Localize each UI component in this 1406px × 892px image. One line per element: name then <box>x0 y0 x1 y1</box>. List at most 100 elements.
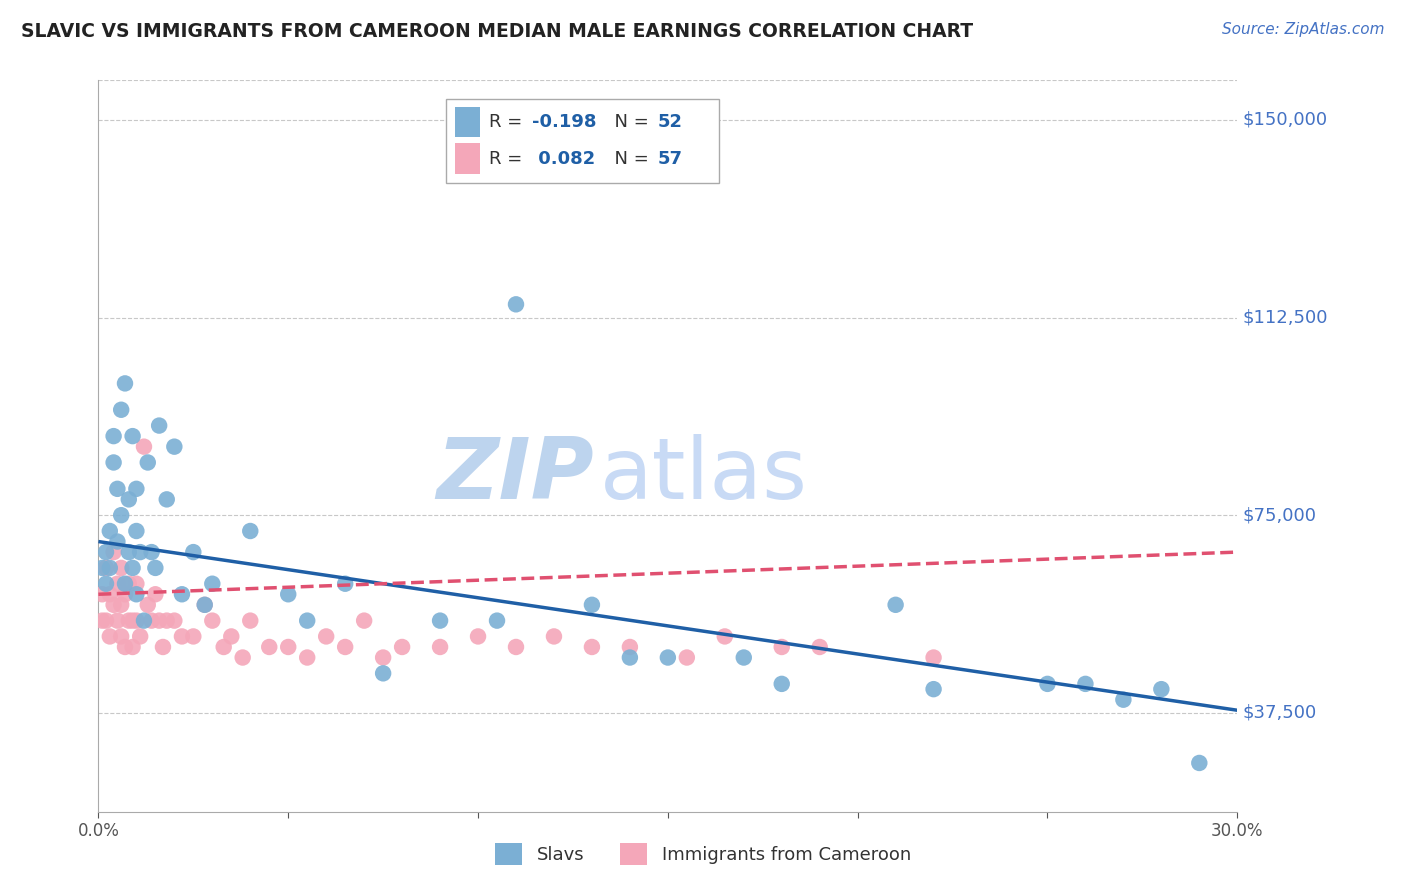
Point <box>129 545 152 559</box>
Point <box>922 650 945 665</box>
Point <box>201 576 224 591</box>
Point <box>353 614 375 628</box>
Point <box>156 614 179 628</box>
Text: Source: ZipAtlas.com: Source: ZipAtlas.com <box>1222 22 1385 37</box>
Point <box>259 640 281 654</box>
Text: R =: R = <box>489 150 529 168</box>
Point <box>103 455 125 469</box>
Point <box>107 614 129 628</box>
Text: 57: 57 <box>658 150 682 168</box>
Point <box>770 677 793 691</box>
Point <box>505 297 527 311</box>
Point <box>110 629 132 643</box>
Point <box>125 482 148 496</box>
Point <box>297 650 319 665</box>
Point <box>141 614 163 628</box>
Point <box>429 640 451 654</box>
Point <box>232 650 254 665</box>
Point <box>277 587 299 601</box>
FancyBboxPatch shape <box>456 107 479 137</box>
Point <box>103 429 125 443</box>
Point <box>98 587 121 601</box>
Point <box>1188 756 1211 770</box>
Point <box>1036 677 1059 691</box>
Point <box>152 640 174 654</box>
Point <box>1112 692 1135 706</box>
Point <box>121 561 143 575</box>
Point <box>103 598 125 612</box>
Point <box>114 640 136 654</box>
Text: N =: N = <box>603 113 654 131</box>
Point <box>277 640 299 654</box>
Point <box>118 492 141 507</box>
Point <box>922 682 945 697</box>
Point <box>107 482 129 496</box>
Point <box>125 576 148 591</box>
Point <box>129 629 152 643</box>
Point <box>118 576 141 591</box>
Text: 52: 52 <box>658 113 682 131</box>
Point <box>581 640 603 654</box>
Point <box>1074 677 1097 691</box>
Point <box>125 524 148 538</box>
Text: 0.082: 0.082 <box>533 150 596 168</box>
Text: N =: N = <box>603 150 654 168</box>
Point <box>132 614 155 628</box>
Text: ZIP: ZIP <box>436 434 593 516</box>
Point <box>110 508 132 523</box>
Point <box>98 561 121 575</box>
Point <box>136 455 159 469</box>
Point <box>98 629 121 643</box>
Point <box>148 418 170 433</box>
Point <box>581 598 603 612</box>
Point <box>467 629 489 643</box>
Point <box>619 650 641 665</box>
Point <box>163 440 186 454</box>
Point <box>125 614 148 628</box>
Point <box>183 629 205 643</box>
Point <box>486 614 509 628</box>
Point <box>543 629 565 643</box>
Point <box>163 614 186 628</box>
Point <box>91 587 114 601</box>
Point <box>335 640 357 654</box>
Point <box>808 640 831 654</box>
Point <box>239 524 262 538</box>
Point <box>148 614 170 628</box>
Point <box>770 640 793 654</box>
Point <box>114 576 136 591</box>
Text: $75,000: $75,000 <box>1243 506 1317 524</box>
Point <box>884 598 907 612</box>
Legend: Slavs, Immigrants from Cameroon: Slavs, Immigrants from Cameroon <box>486 834 920 874</box>
Point <box>125 587 148 601</box>
Point <box>110 598 132 612</box>
Text: atlas: atlas <box>599 434 807 516</box>
Point <box>221 629 243 643</box>
Point <box>98 524 121 538</box>
Point <box>194 598 217 612</box>
Text: SLAVIC VS IMMIGRANTS FROM CAMEROON MEDIAN MALE EARNINGS CORRELATION CHART: SLAVIC VS IMMIGRANTS FROM CAMEROON MEDIA… <box>21 22 973 41</box>
Point <box>429 614 451 628</box>
Point <box>335 576 357 591</box>
FancyBboxPatch shape <box>446 99 718 183</box>
Point <box>145 587 167 601</box>
Text: $150,000: $150,000 <box>1243 111 1329 128</box>
Point <box>94 576 117 591</box>
Point <box>107 534 129 549</box>
Point <box>121 614 143 628</box>
Point <box>94 614 117 628</box>
Point <box>94 561 117 575</box>
Point <box>315 629 337 643</box>
Point <box>91 614 114 628</box>
Point <box>201 614 224 628</box>
Point <box>94 545 117 559</box>
Point <box>110 402 132 417</box>
Point <box>118 614 141 628</box>
Point <box>194 598 217 612</box>
Text: -0.198: -0.198 <box>533 113 596 131</box>
Point <box>114 587 136 601</box>
Text: R =: R = <box>489 113 529 131</box>
Point <box>170 587 193 601</box>
Point <box>239 614 262 628</box>
FancyBboxPatch shape <box>456 144 479 174</box>
